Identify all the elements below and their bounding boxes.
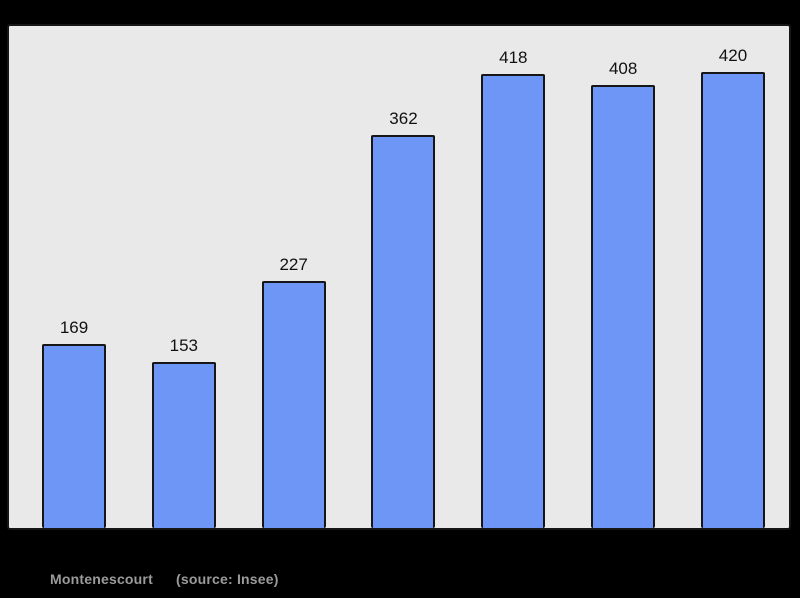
bar bbox=[371, 135, 436, 528]
bar bbox=[591, 85, 656, 528]
caption: Montenescourt (source: Insee) bbox=[50, 571, 279, 587]
bar-column: 362 bbox=[371, 109, 436, 528]
bar bbox=[151, 362, 216, 528]
bar-column: 408 bbox=[591, 59, 656, 528]
bar bbox=[42, 344, 106, 528]
bar bbox=[700, 72, 765, 528]
bar-value-label: 408 bbox=[608, 59, 638, 78]
caption-source: (source: Insee) bbox=[176, 571, 279, 587]
bar-value-label: 153 bbox=[169, 336, 199, 355]
bar-column: 420 bbox=[700, 46, 765, 528]
bar-column: 169 bbox=[42, 319, 106, 528]
bar bbox=[481, 74, 546, 528]
caption-commune-name: Montenescourt bbox=[50, 571, 153, 587]
bar-column: 227 bbox=[261, 255, 326, 528]
plot-area: 169 153 227 362 418 408 420 bbox=[7, 24, 791, 530]
bar-value-label: 418 bbox=[499, 48, 528, 67]
bar bbox=[261, 281, 326, 528]
bar-column: 418 bbox=[481, 48, 546, 528]
bars-container: 169 153 227 362 418 408 420 bbox=[9, 26, 789, 528]
bar-value-label: 169 bbox=[59, 318, 89, 337]
bar-value-label: 420 bbox=[718, 46, 748, 65]
bar-column: 153 bbox=[151, 336, 216, 528]
bar-value-label: 227 bbox=[279, 255, 308, 274]
bar-value-label: 362 bbox=[389, 109, 418, 128]
